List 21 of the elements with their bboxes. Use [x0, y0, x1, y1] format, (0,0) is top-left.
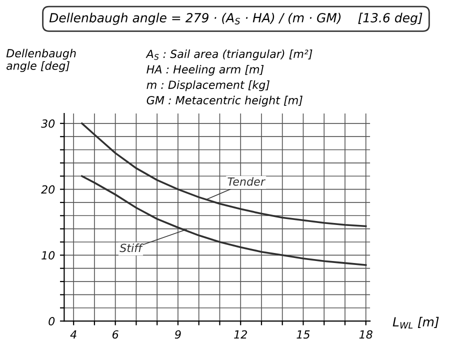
y-tick-label: 30 — [41, 119, 55, 128]
y-axis-title: Dellenbaugh angle [deg] — [6, 48, 76, 72]
x-tick-label: 15 — [296, 330, 310, 339]
x-tick-label: 6 — [112, 330, 118, 339]
text: m : Displacement [kg] — [146, 80, 270, 92]
text: HA : Heeling arm [m] — [146, 64, 264, 76]
series-label: Tender — [228, 177, 266, 186]
x-axis-title: L$_{WL}$ [m] — [392, 316, 439, 328]
y-tick-label: 10 — [42, 251, 55, 260]
x-tick-label: 4 — [70, 330, 76, 339]
text: Stiff — [120, 244, 144, 252]
x-tick-label: 18 — [359, 330, 372, 339]
y-tick-label: 0 — [48, 317, 55, 326]
x-tick-label: 9 — [174, 330, 181, 339]
text: GM : Metacentric height [m] — [146, 96, 302, 107]
y-tick-label: 20 — [41, 185, 55, 194]
x-tick-label: 12 — [234, 330, 247, 339]
line-series — [81, 175, 367, 266]
chart-title: Dellenbaugh angle = 279 · (A$_{S}$ · HA) / (m · GM) [13.6 deg] — [49, 12, 422, 25]
text: A$_{S}$ : Sail area (triangular) [m²] — [146, 49, 312, 60]
line-series — [81, 122, 367, 228]
